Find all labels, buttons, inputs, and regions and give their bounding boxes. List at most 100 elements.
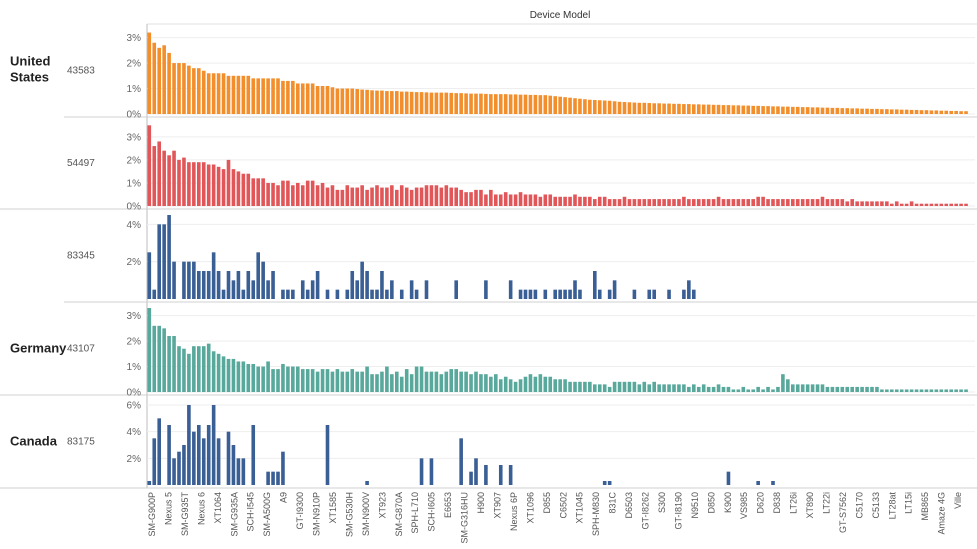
bar: [865, 108, 869, 114]
bar: [513, 194, 518, 206]
bar: [320, 86, 325, 114]
bar: [845, 108, 850, 114]
bar: [692, 199, 696, 206]
bar: [617, 101, 622, 114]
bar: [508, 379, 513, 392]
bar: [484, 194, 488, 206]
bar: [568, 289, 572, 299]
bar: [880, 389, 884, 392]
bar: [909, 201, 914, 206]
bar: [855, 201, 859, 206]
bar: [479, 93, 483, 114]
bar: [642, 381, 647, 392]
bar: [409, 91, 414, 114]
bar: [286, 366, 290, 392]
bar: [964, 389, 968, 392]
bar: [805, 384, 810, 392]
bar: [177, 346, 181, 392]
bar: [929, 110, 934, 114]
bar: [201, 70, 206, 114]
bar: [355, 187, 359, 206]
bar: [419, 458, 424, 485]
bar: [276, 369, 280, 392]
bar: [221, 289, 226, 299]
bar: [167, 215, 171, 299]
bar: [434, 371, 439, 392]
bar: [271, 471, 275, 485]
bar: [894, 109, 899, 114]
bar: [187, 261, 191, 299]
bar: [682, 196, 686, 206]
y-tick-label: 2%: [127, 257, 142, 268]
bar: [325, 187, 330, 206]
bar: [385, 91, 389, 114]
bar: [751, 105, 755, 114]
bar: [256, 178, 260, 206]
bar: [815, 199, 820, 206]
bar: [578, 98, 582, 114]
bar: [558, 196, 562, 206]
bar: [543, 376, 548, 392]
bar: [197, 162, 201, 206]
bar: [172, 261, 176, 299]
bar: [221, 169, 226, 206]
bar: [602, 100, 607, 114]
bar: [756, 481, 760, 485]
bar: [573, 98, 577, 114]
bar: [454, 93, 458, 114]
bar: [459, 93, 463, 114]
bar: [489, 189, 493, 206]
bar: [795, 199, 800, 206]
bar: [182, 348, 186, 392]
y-tick-label: 0%: [127, 388, 142, 399]
bar: [795, 384, 800, 392]
x-tick-label: SPH-M830: [591, 492, 601, 536]
bar: [870, 386, 874, 392]
bar: [899, 203, 904, 206]
bar: [904, 109, 909, 114]
bar: [632, 381, 637, 392]
bar: [390, 374, 394, 392]
bar: [682, 104, 686, 114]
bar: [786, 106, 790, 114]
bar: [399, 289, 404, 299]
bar: [508, 280, 513, 299]
bar: [286, 180, 290, 206]
bar: [335, 369, 340, 392]
bar: [177, 159, 181, 206]
bar: [206, 164, 211, 206]
bar: [375, 90, 379, 114]
row-id-label: 43107: [67, 344, 95, 355]
bar: [518, 192, 523, 206]
bar: [236, 171, 241, 206]
x-tick-label: 831C: [608, 491, 618, 513]
bar: [682, 384, 686, 392]
bar: [192, 346, 196, 392]
bar: [553, 289, 557, 299]
bar: [528, 94, 533, 114]
bar: [622, 196, 627, 206]
bar: [216, 166, 221, 206]
bar: [201, 162, 206, 206]
bar: [657, 103, 661, 114]
bar: [830, 199, 835, 206]
bar: [795, 106, 800, 114]
bar: [498, 94, 503, 114]
bar: [588, 381, 592, 392]
bar: [939, 389, 944, 392]
x-tick-label: SM-N910P: [312, 492, 322, 536]
x-tick-label: XT1045: [575, 492, 585, 524]
x-tick-label: XT1585: [328, 492, 338, 524]
bar: [597, 289, 602, 299]
bar: [365, 89, 369, 114]
bar: [602, 481, 607, 485]
bar: [365, 481, 369, 485]
bar: [538, 95, 543, 114]
bar: [518, 379, 523, 392]
bar: [390, 185, 394, 206]
bar: [523, 194, 528, 206]
bar: [246, 271, 251, 299]
bar: [711, 104, 716, 114]
bar: [696, 104, 701, 114]
bar: [672, 199, 676, 206]
